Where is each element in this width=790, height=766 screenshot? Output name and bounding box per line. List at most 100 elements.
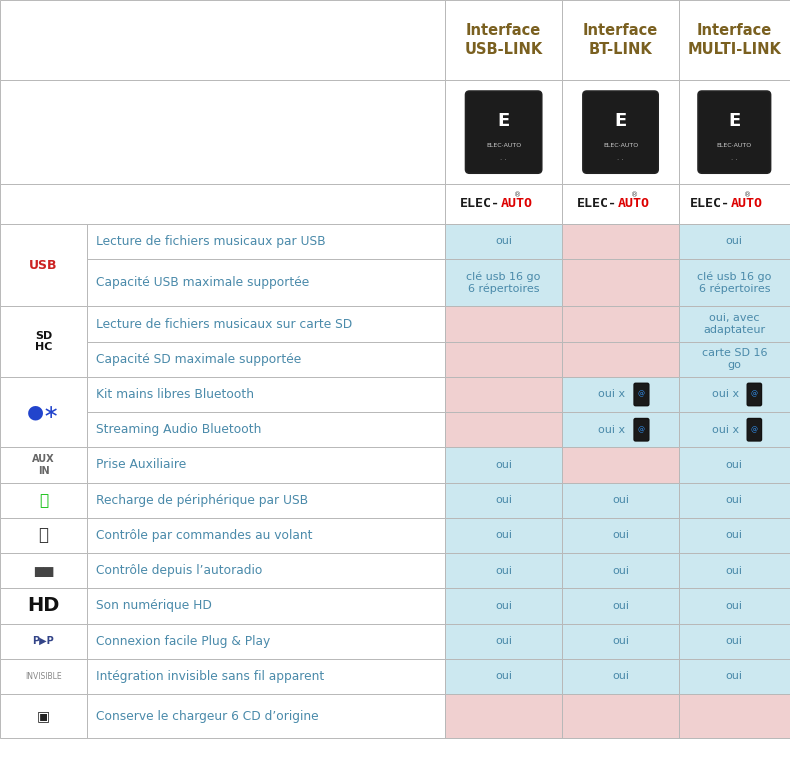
Text: ®: ® (744, 192, 751, 198)
FancyBboxPatch shape (583, 91, 658, 173)
Text: clé usb 16 go
6 répertoires: clé usb 16 go 6 répertoires (466, 271, 541, 294)
Bar (562, 306, 679, 342)
Bar (445, 80, 562, 184)
Text: oui x: oui x (598, 389, 625, 400)
Text: Interface
MULTI-LINK: Interface MULTI-LINK (687, 24, 781, 57)
Text: Capacité USB maximale supportée: Capacité USB maximale supportée (96, 277, 310, 289)
Text: ELEC·AUTO: ELEC·AUTO (486, 143, 521, 148)
Text: Streaming Audio Bluetooth: Streaming Audio Bluetooth (96, 424, 261, 436)
Text: ELEC-: ELEC- (690, 198, 731, 210)
Bar (445, 259, 562, 306)
Bar (87, 342, 445, 377)
Bar (679, 694, 790, 738)
Bar (679, 342, 790, 377)
Text: oui x: oui x (598, 424, 625, 435)
Text: E: E (728, 112, 740, 130)
Text: oui: oui (495, 530, 512, 541)
Bar (87, 377, 445, 412)
Text: E: E (615, 112, 626, 130)
FancyBboxPatch shape (634, 383, 649, 406)
Text: clé usb 16 go
6 répertoires: clé usb 16 go 6 répertoires (697, 271, 772, 294)
Text: oui: oui (726, 636, 743, 647)
Bar (562, 553, 679, 588)
Bar (445, 306, 562, 342)
Bar (562, 377, 679, 412)
Text: oui: oui (726, 530, 743, 541)
Text: ELEC-: ELEC- (460, 198, 500, 210)
Text: Contrôle depuis l’autoradio: Contrôle depuis l’autoradio (96, 565, 263, 577)
Text: oui: oui (612, 671, 629, 682)
Text: @: @ (638, 427, 645, 433)
Text: oui x: oui x (712, 389, 739, 400)
Bar (445, 342, 562, 377)
Text: oui: oui (612, 636, 629, 647)
Text: ®: ® (514, 192, 521, 198)
Bar (562, 259, 679, 306)
Bar (445, 412, 562, 447)
Text: INVISIBLE: INVISIBLE (25, 672, 62, 681)
Text: Connexion facile Plug & Play: Connexion facile Plug & Play (96, 635, 271, 647)
Bar (0, 694, 87, 738)
Bar (0, 306, 87, 377)
Bar (445, 447, 562, 483)
Bar (562, 588, 679, 624)
Bar (87, 659, 445, 694)
Text: ELEC·AUTO: ELEC·AUTO (717, 143, 752, 148)
Text: oui, avec
adaptateur: oui, avec adaptateur (703, 313, 766, 335)
Bar (445, 518, 562, 553)
Text: Interface
USB-LINK: Interface USB-LINK (465, 24, 543, 57)
Text: oui: oui (612, 601, 629, 611)
Bar (562, 659, 679, 694)
Text: E: E (498, 112, 510, 130)
FancyBboxPatch shape (747, 418, 762, 441)
Bar (562, 624, 679, 659)
Bar (87, 694, 445, 738)
Bar (445, 694, 562, 738)
Bar (679, 447, 790, 483)
Text: oui: oui (612, 565, 629, 576)
Text: ELEC-: ELEC- (577, 198, 617, 210)
Bar (445, 184, 562, 224)
Bar (679, 553, 790, 588)
Bar (562, 447, 679, 483)
Text: ®: ® (631, 192, 638, 198)
Text: ELEC·AUTO: ELEC·AUTO (603, 143, 638, 148)
Text: oui: oui (495, 671, 512, 682)
Bar (87, 624, 445, 659)
FancyBboxPatch shape (698, 91, 770, 173)
Text: @: @ (750, 391, 758, 398)
FancyBboxPatch shape (634, 418, 649, 441)
Bar (679, 184, 790, 224)
Text: Recharge de périphérique par USB: Recharge de périphérique par USB (96, 494, 309, 506)
Text: oui: oui (495, 636, 512, 647)
Text: AUTO: AUTO (618, 198, 649, 210)
Bar (0, 624, 87, 659)
Text: oui: oui (726, 601, 743, 611)
Text: ▆▆: ▆▆ (34, 565, 53, 577)
Text: Capacité SD maximale supportée: Capacité SD maximale supportée (96, 353, 302, 365)
Bar (87, 306, 445, 342)
Bar (445, 659, 562, 694)
Bar (445, 483, 562, 518)
Bar (679, 306, 790, 342)
Text: Lecture de fichiers musicaux par USB: Lecture de fichiers musicaux par USB (96, 235, 326, 247)
Text: ▣: ▣ (37, 709, 50, 723)
Text: Interface
BT-LINK: Interface BT-LINK (583, 24, 658, 57)
Bar (562, 412, 679, 447)
Bar (679, 377, 790, 412)
Text: · ·: · · (500, 158, 507, 163)
Text: SD
HC: SD HC (35, 331, 52, 352)
Bar (0, 0, 445, 80)
FancyBboxPatch shape (465, 91, 542, 173)
Text: oui: oui (495, 601, 512, 611)
Bar (562, 80, 679, 184)
Text: oui: oui (612, 495, 629, 506)
Bar (679, 80, 790, 184)
Text: USB: USB (29, 259, 58, 271)
Bar (679, 659, 790, 694)
Bar (0, 483, 87, 518)
Bar (87, 259, 445, 306)
Bar (562, 224, 679, 259)
Text: oui: oui (612, 530, 629, 541)
Bar (445, 553, 562, 588)
